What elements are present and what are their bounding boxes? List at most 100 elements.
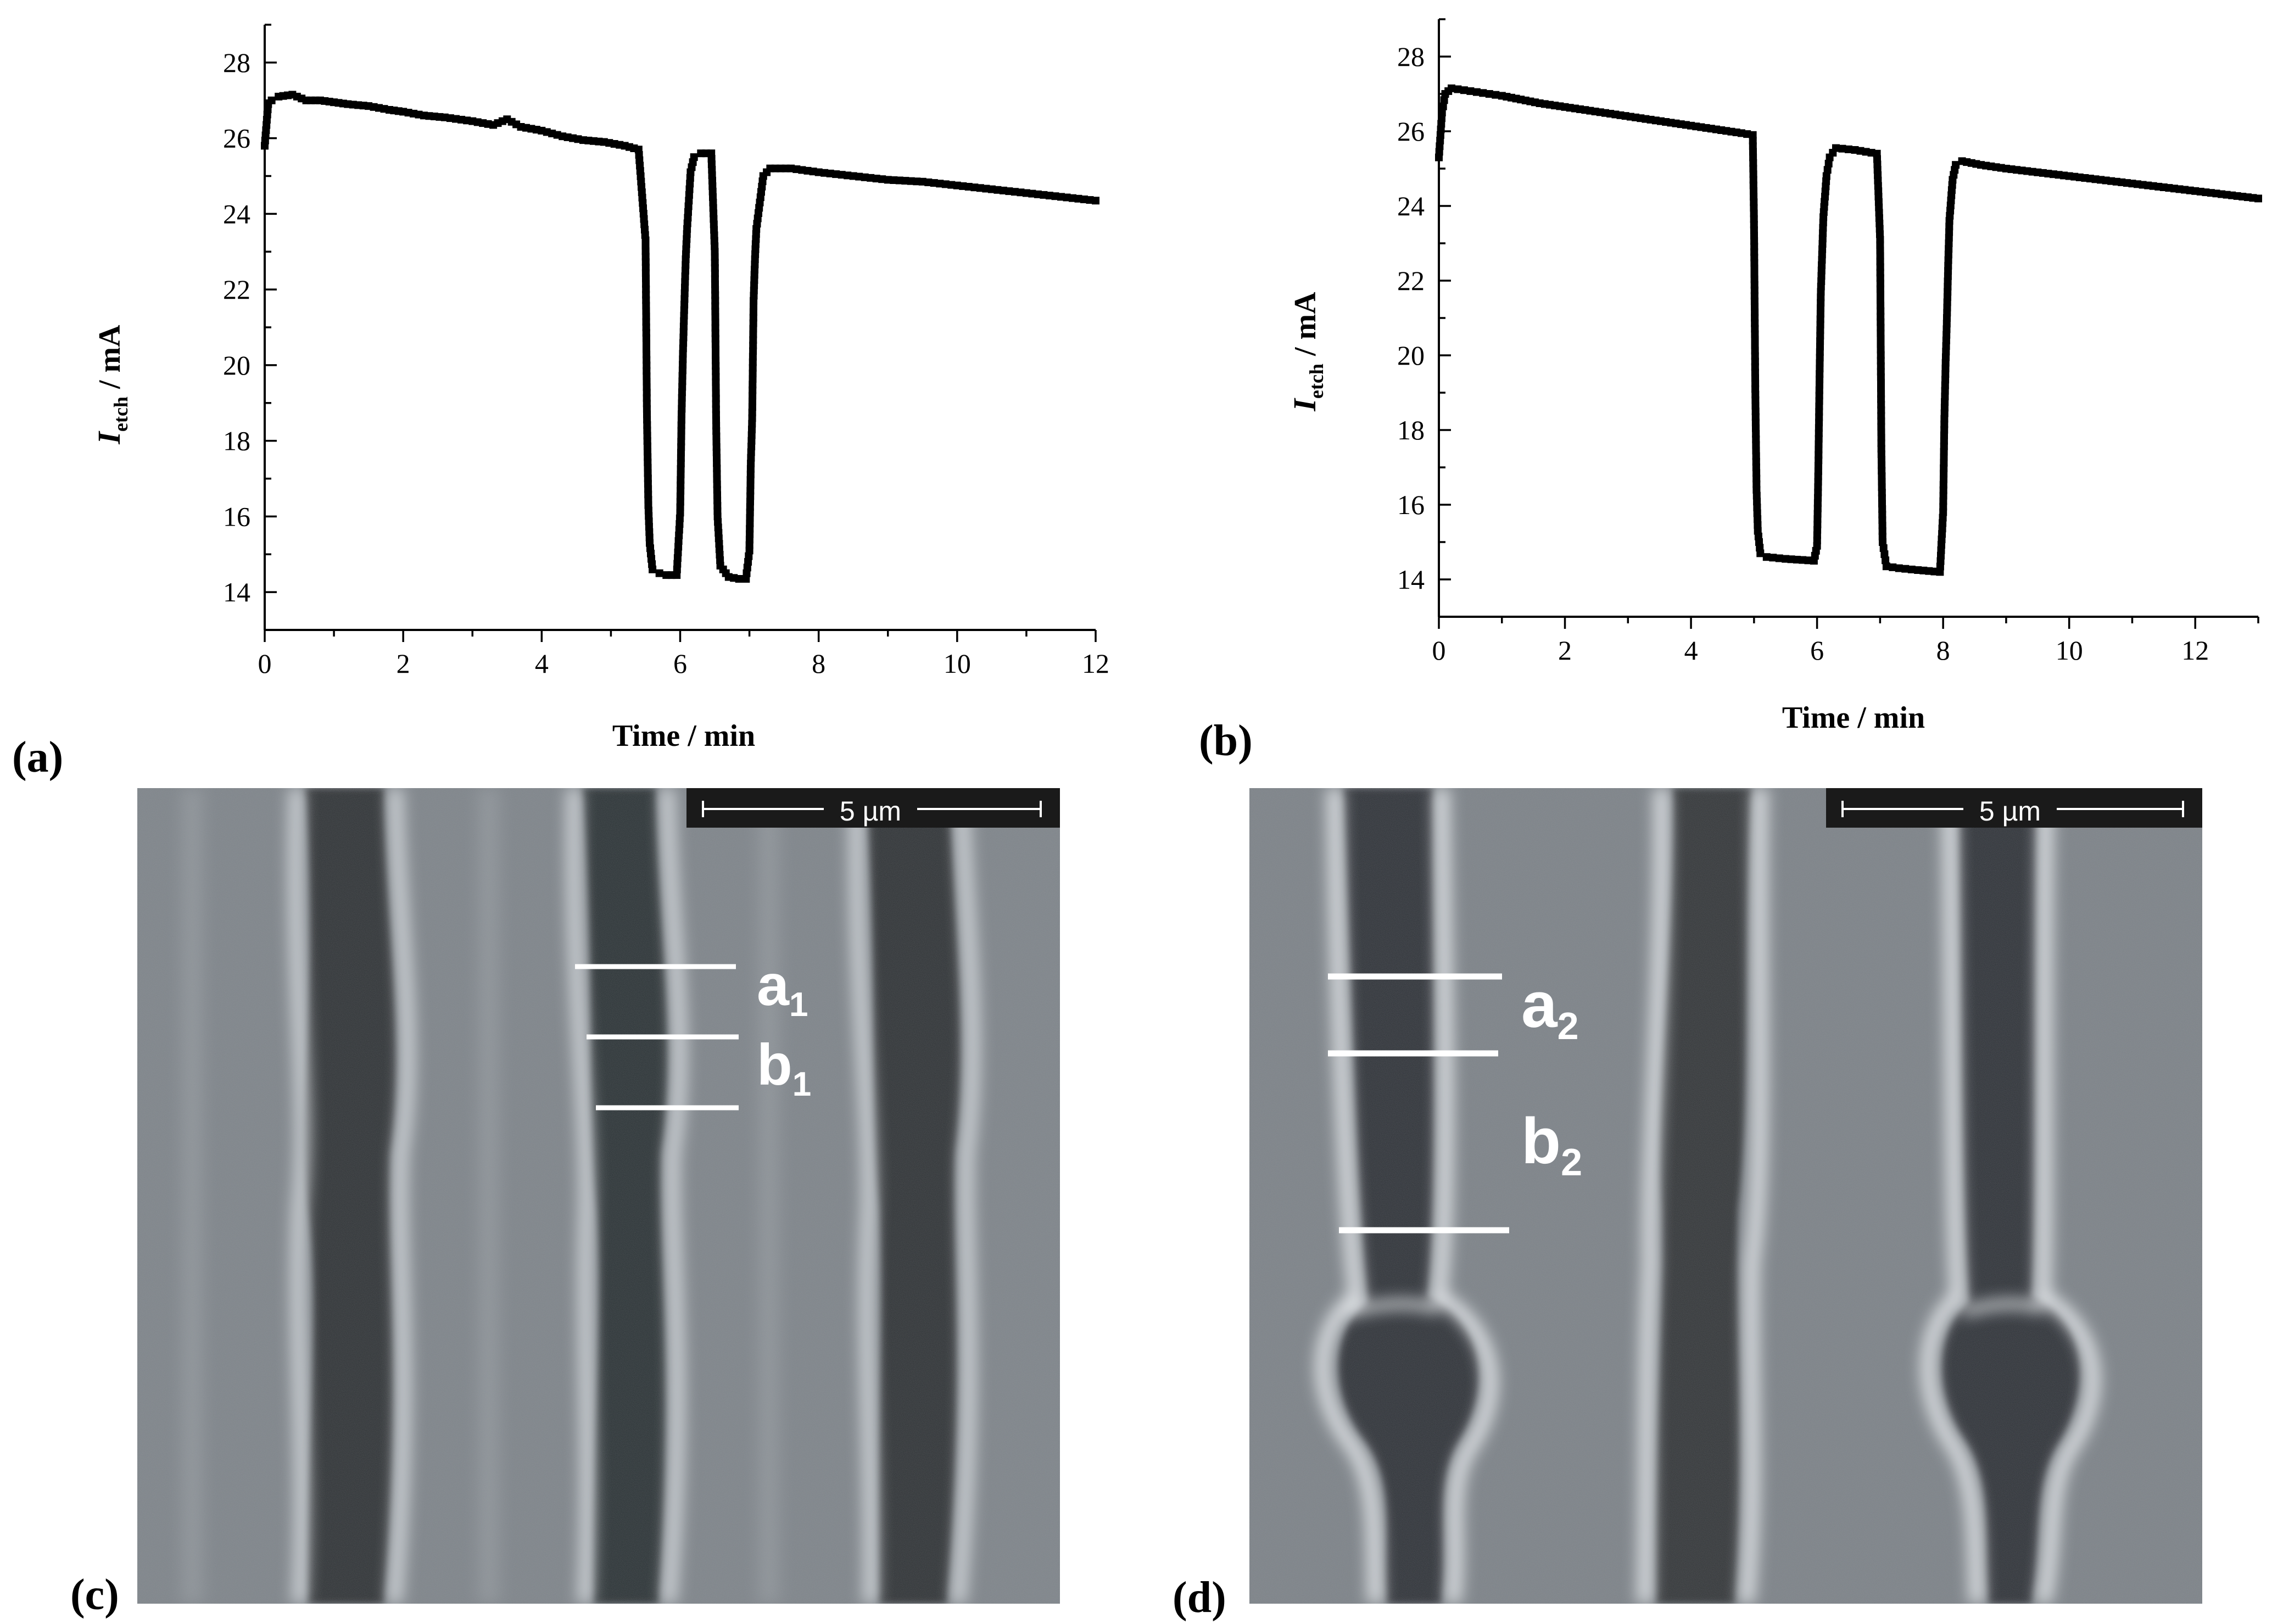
- data-point: [878, 175, 886, 183]
- chart-a-y-label-main: I: [91, 431, 127, 445]
- data-point: [1753, 498, 1761, 506]
- data-point: [1882, 562, 1890, 571]
- data-point: [1485, 90, 1493, 98]
- data-point: [1466, 87, 1475, 95]
- micrograph-d-label-a: a2: [1521, 969, 1579, 1047]
- x-tick-label: 0: [1432, 635, 1446, 666]
- data-point: [1901, 565, 1910, 573]
- micrograph-d-label-b: b2: [1521, 1105, 1582, 1184]
- data-point: [964, 183, 973, 191]
- data-point: [1879, 538, 1886, 546]
- x-tick-label: 10: [944, 648, 971, 679]
- data-point: [1440, 96, 1448, 104]
- y-tick-label: 20: [223, 350, 250, 381]
- data-point: [1454, 85, 1462, 93]
- micrograph-d-scale-label: 5 µm: [1979, 796, 2041, 827]
- data-point: [1756, 549, 1765, 557]
- chart-b-x-axis-label: Time / min: [1782, 701, 1925, 735]
- data-point: [1753, 503, 1761, 511]
- y-tick-label: 24: [223, 198, 250, 229]
- x-tick-label: 4: [535, 648, 549, 679]
- y-tick-label: 18: [1397, 415, 1425, 445]
- chart-b-y-axis-label: Ietch / mA: [1287, 292, 1327, 412]
- y-tick-label: 26: [1397, 116, 1425, 147]
- micrograph-c-scale-label: 5 µm: [840, 796, 901, 827]
- micrograph-panel-c: 5 µm a1 b1 (c): [70, 788, 1060, 1619]
- data-point: [1775, 554, 1783, 562]
- data-point: [1907, 565, 1916, 573]
- chart-a-y-label-sub: etch: [110, 397, 132, 432]
- data-point: [1762, 553, 1771, 561]
- panel-label-b: (b): [1199, 717, 1253, 765]
- y-tick-label: 14: [1397, 564, 1425, 595]
- data-point: [1492, 91, 1500, 99]
- data-point: [1754, 521, 1762, 529]
- y-tick-label: 16: [223, 501, 250, 532]
- data-point: [649, 565, 657, 573]
- data-point: [1832, 144, 1840, 152]
- micrograph-c-image: [137, 788, 1060, 1604]
- x-tick-label: 6: [673, 648, 687, 679]
- y-tick-label: 24: [1397, 191, 1425, 221]
- micrograph-panel-d: 5 µm a2 b2 (d): [1173, 788, 2202, 1622]
- x-tick-label: 6: [1810, 635, 1824, 666]
- y-tick-label: 22: [1397, 265, 1425, 296]
- series-line: [1438, 87, 2259, 573]
- micrograph-c-scale-bar: [702, 801, 1042, 817]
- panel-label-d: (d): [1173, 1573, 1226, 1622]
- data-point: [1838, 144, 1846, 153]
- data-point: [1439, 102, 1447, 110]
- micrograph-c-marker-lines: [575, 964, 739, 1110]
- panel-label-c: (c): [70, 1571, 119, 1619]
- data-point: [267, 96, 276, 104]
- y-tick-label: 16: [1397, 489, 1425, 520]
- x-tick-label: 10: [2056, 635, 2083, 666]
- y-tick-label: 28: [1397, 41, 1425, 72]
- data-point: [1753, 509, 1761, 517]
- data-point: [1882, 556, 1890, 565]
- chart-a-series: [261, 91, 1099, 583]
- chart-a-y-label-unit: / mA: [93, 325, 127, 397]
- micrograph-c-label-b: b1: [757, 1033, 811, 1103]
- data-point: [1479, 89, 1487, 97]
- x-tick-label: 2: [397, 648, 410, 679]
- data-point: [1752, 485, 1761, 494]
- x-tick-label: 8: [812, 648, 825, 679]
- data-point: [1438, 109, 1446, 116]
- data-point: [655, 569, 663, 577]
- chart-b-series: [1435, 84, 2262, 576]
- data-point: [690, 153, 698, 161]
- data-point: [1889, 563, 1897, 571]
- data-point: [1880, 550, 1889, 559]
- data-point: [1952, 161, 1960, 169]
- data-point: [1754, 515, 1762, 523]
- data-point: [1460, 86, 1468, 94]
- data-point: [1092, 197, 1099, 205]
- x-tick-label: 8: [1936, 635, 1950, 666]
- x-tick-label: 12: [2181, 635, 2209, 666]
- micrograph-d-scale-bar: [1841, 801, 2184, 817]
- chart-a-y-axis-label: Ietch / mA: [91, 325, 132, 445]
- data-point: [1822, 172, 1830, 180]
- panel-label-a: (a): [12, 733, 63, 782]
- data-point: [1045, 192, 1053, 200]
- data-point: [1448, 84, 1455, 92]
- x-tick-label: 0: [258, 648, 272, 679]
- data-point: [2254, 194, 2262, 203]
- x-tick-label: 12: [1082, 648, 1109, 679]
- micrograph-c-label-a: a1: [757, 953, 808, 1024]
- chart-b-y-label-sub: etch: [1305, 364, 1327, 399]
- data-point: [1823, 166, 1832, 174]
- y-tick-label: 14: [223, 577, 250, 607]
- x-tick-label: 4: [1684, 635, 1698, 666]
- y-tick-label: 26: [223, 123, 250, 154]
- x-tick-label: 2: [1558, 635, 1572, 666]
- data-point: [735, 575, 743, 583]
- chart-b-y-label-main: I: [1287, 398, 1322, 412]
- chart-a-x-axis-label: Time / min: [612, 719, 755, 753]
